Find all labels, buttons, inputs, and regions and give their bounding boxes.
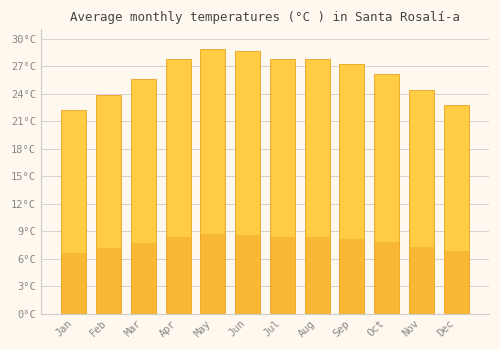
Bar	[409, 90, 434, 314]
Bar	[270, 237, 295, 314]
Bar	[62, 110, 86, 314]
Bar	[374, 74, 399, 314]
Bar	[131, 79, 156, 314]
Title: Average monthly temperatures (°C ) in Santa Rosalí-a: Average monthly temperatures (°C ) in Sa…	[70, 11, 460, 24]
Bar	[62, 253, 86, 314]
Bar	[235, 235, 260, 314]
Bar	[96, 248, 121, 314]
Bar	[270, 59, 295, 314]
Bar	[200, 234, 226, 314]
Bar	[374, 242, 399, 314]
Bar	[340, 64, 364, 314]
Bar	[235, 51, 260, 314]
Bar	[444, 105, 468, 314]
Bar	[409, 247, 434, 314]
Bar	[340, 239, 364, 314]
Bar	[444, 251, 468, 314]
Bar	[166, 59, 190, 314]
Bar	[131, 243, 156, 314]
Bar	[200, 49, 226, 314]
Bar	[166, 237, 190, 314]
Bar	[96, 94, 121, 314]
Bar	[304, 59, 330, 314]
Bar	[304, 237, 330, 314]
